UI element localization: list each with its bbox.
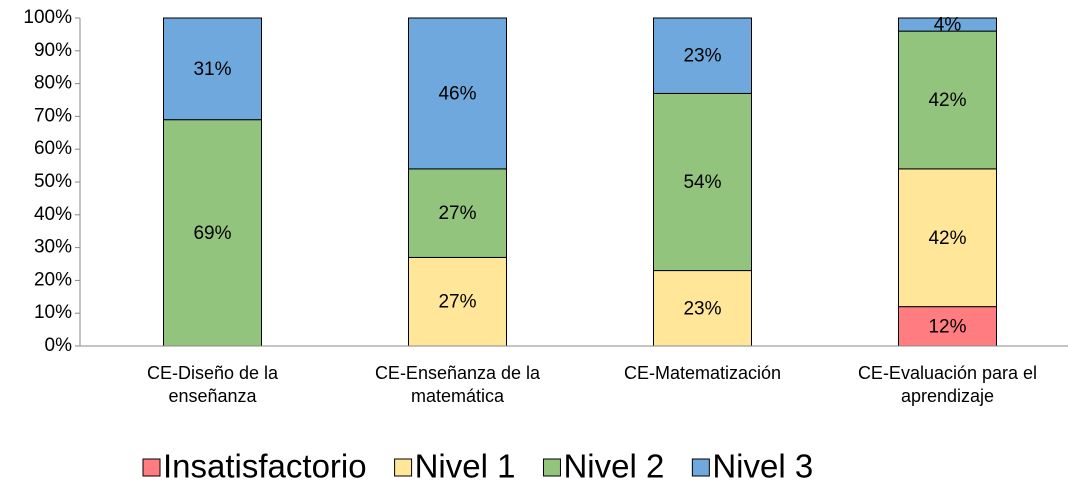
y-tick-label: 80% bbox=[34, 73, 72, 94]
y-tick-label: 90% bbox=[34, 40, 72, 61]
legend-label: Insatisfactorio bbox=[163, 448, 367, 485]
value-label: 23% bbox=[683, 46, 721, 67]
legend-swatch bbox=[542, 458, 561, 477]
x-tick-label: CE-Matematización bbox=[623, 363, 782, 383]
value-label: 31% bbox=[193, 59, 231, 80]
bar-segment bbox=[898, 30, 997, 170]
bar-segment bbox=[163, 17, 262, 121]
y-tick-label: 10% bbox=[34, 302, 72, 323]
value-label: 27% bbox=[438, 292, 476, 313]
value-label: 27% bbox=[438, 203, 476, 224]
legend-label: Nivel 2 bbox=[563, 448, 664, 485]
y-tick-label: 40% bbox=[34, 204, 72, 225]
bar-segment bbox=[163, 119, 262, 347]
value-label: 69% bbox=[193, 223, 231, 244]
value-label: 42% bbox=[928, 90, 966, 111]
value-label: 54% bbox=[683, 172, 721, 193]
y-tick-label: 100% bbox=[23, 7, 72, 28]
legend-swatch bbox=[394, 458, 413, 477]
y-tick-label: 60% bbox=[34, 138, 72, 159]
bar-segment bbox=[898, 17, 997, 32]
x-tick-label: CE-Diseño de la enseñanza bbox=[146, 363, 279, 406]
y-tick-label: 0% bbox=[45, 335, 73, 356]
value-label: 42% bbox=[928, 228, 966, 249]
x-tick-label: CE-Evaluación para el aprendizaje bbox=[857, 363, 1038, 406]
value-label: 23% bbox=[683, 298, 721, 319]
legend-label: Nivel 1 bbox=[415, 448, 516, 485]
bar-segment bbox=[408, 17, 507, 170]
y-tick-label: 30% bbox=[34, 237, 72, 258]
bar-segment bbox=[653, 17, 752, 94]
legend-swatch bbox=[142, 458, 161, 477]
x-tick-label: CE-Enseñanza de la matemática bbox=[374, 363, 541, 406]
value-label: 46% bbox=[438, 83, 476, 104]
bar-segment bbox=[898, 168, 997, 308]
legend-swatch bbox=[691, 458, 710, 477]
y-tick-label: 70% bbox=[34, 105, 72, 126]
y-tick-label: 20% bbox=[34, 269, 72, 290]
bar-segment bbox=[653, 92, 752, 272]
value-label: 12% bbox=[928, 316, 966, 337]
value-label: 4% bbox=[934, 15, 962, 36]
y-tick-label: 50% bbox=[34, 171, 72, 192]
legend-label: Nivel 3 bbox=[712, 448, 813, 485]
